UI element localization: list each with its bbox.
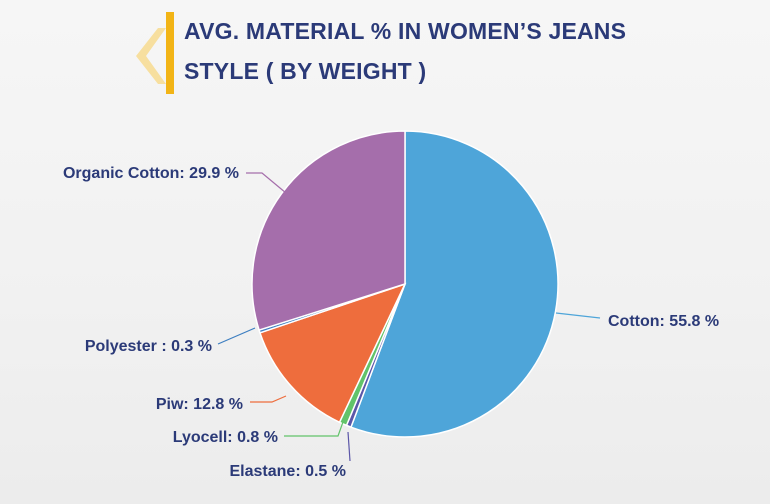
slice-labels: Cotton: 55.8 % Elastane: 0.5 % Lyocell: 0.… <box>63 165 719 480</box>
leader-line-polyester <box>217 327 256 345</box>
data-label-lyocell: Lyocell: 0.8 % <box>173 429 278 446</box>
title-accent-bar <box>166 12 174 94</box>
leader-line-lyocell <box>284 421 344 437</box>
leader-line-cotton <box>555 312 601 319</box>
pie-slice-organic-cotton <box>251 130 406 332</box>
pie-slice-cotton <box>350 130 559 438</box>
data-label-cotton: Cotton: 55.8 % <box>608 313 719 330</box>
data-label-polyester: Polyester : 0.3 % <box>85 338 212 355</box>
leader-line-elastane <box>347 431 351 462</box>
pie-slice-piw <box>259 282 407 424</box>
chart-title-line-2: STYLE ( BY WEIGHT ) <box>184 58 427 84</box>
pie-slices <box>251 130 559 438</box>
data-label-piw: Piw: 12.8 % <box>156 396 243 413</box>
chevron-decoration-icon <box>136 28 166 84</box>
chart-header: AVG. MATERIAL % IN WOMEN’S JEANS STYLE (… <box>0 0 770 110</box>
data-label-elastane: Elastane: 0.5 % <box>230 463 347 480</box>
leader-line-piw <box>250 395 287 403</box>
chart-title-line-1: AVG. MATERIAL % IN WOMEN’S JEANS <box>184 18 627 44</box>
leader-lines <box>217 172 601 462</box>
data-label-organic-cotton: Organic Cotton: 29.9 % <box>63 165 239 182</box>
leader-line-organic-cotton <box>246 172 287 194</box>
